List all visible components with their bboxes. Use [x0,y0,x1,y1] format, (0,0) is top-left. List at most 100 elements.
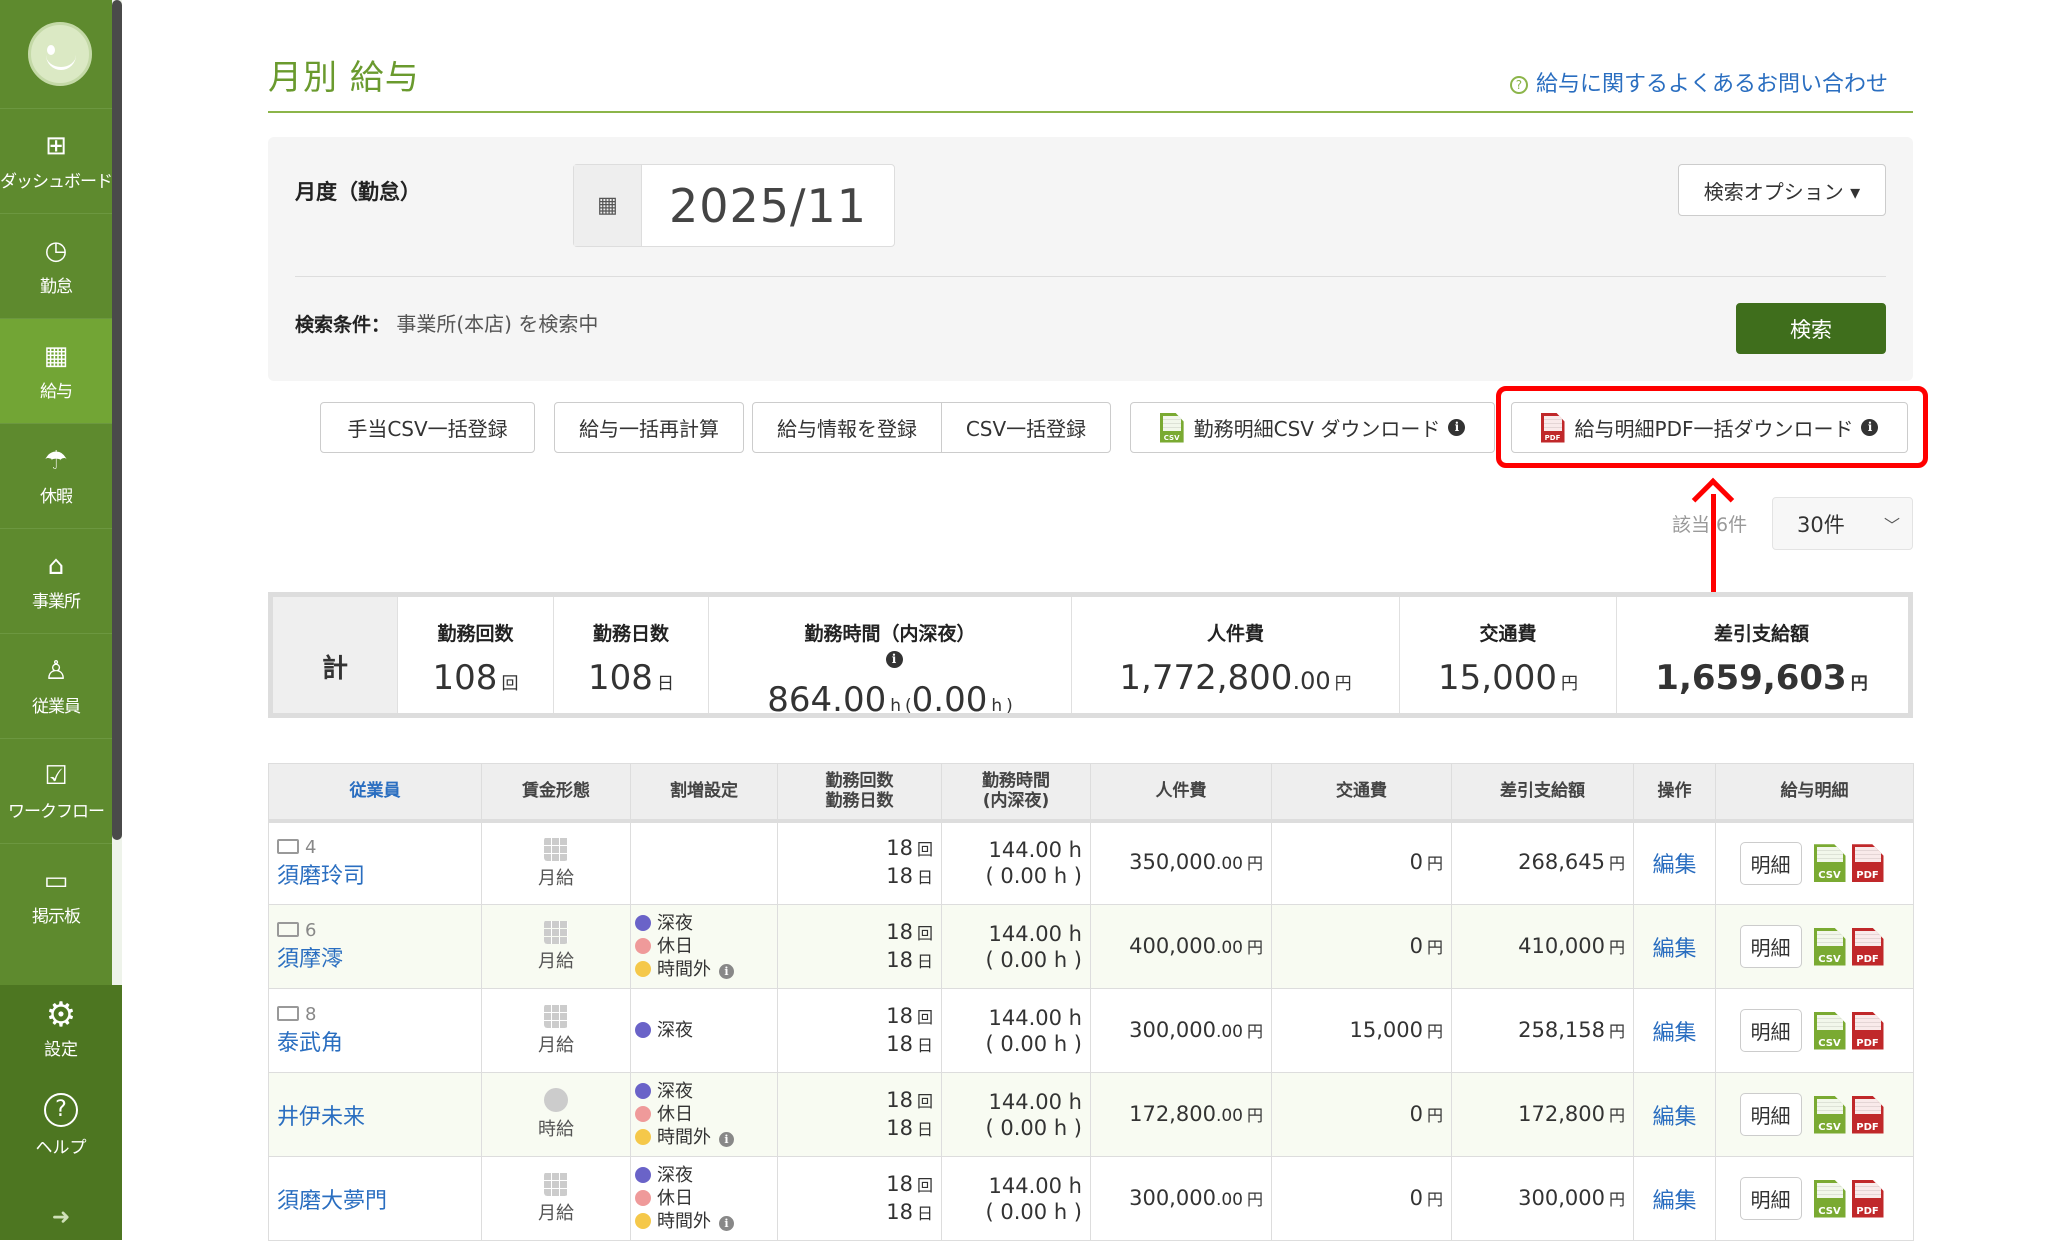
info-icon[interactable]: i [885,651,903,668]
payslip-button[interactable]: 明細 [1739,925,1802,968]
csv-download-icon[interactable]: CSV [1813,1011,1846,1050]
sidebar-item-5[interactable]: ♙ 従業員 [0,633,112,738]
employee-name-link[interactable]: 泰武角 [277,1031,344,1056]
sidebar-item-0[interactable]: ⊞ ダッシュボード [0,108,113,213]
premium-item: 深夜 [635,1019,777,1042]
info-icon[interactable]: i [719,1216,734,1231]
pdf-download-icon[interactable]: PDF [1851,1179,1884,1218]
hours: 144.00 h [988,1089,1082,1114]
csv-download-icon[interactable]: CSV [1813,927,1846,966]
per-page-select[interactable]: 30件 ﹀ [1772,497,1913,550]
payslip-button[interactable]: 明細 [1739,841,1802,885]
register-info-button[interactable]: 給与情報を登録 [752,402,942,453]
pdf-download-icon[interactable]: PDF [1851,1095,1884,1134]
edit-link[interactable]: 編集 [1652,1188,1697,1214]
gear-icon: ⚙ [45,995,77,1035]
transport-value: 0 [1409,1101,1423,1126]
column-header: 交通費 [1271,763,1452,823]
table-row: 6 須摩澪 月給 深夜 休日 時間外 i 18 回 18 日 144.00 h( 0.00 h ) 40… [268,904,1914,989]
faq-link[interactable]: ? 給与に関するよくあるお問い合わせ [1509,66,1888,98]
count-value: 18 [886,1003,913,1028]
sidebar-item-settings[interactable]: ⚙ 設定 [0,985,122,1060]
unit: 円 [1426,937,1443,957]
night-hours: ( 0.00 h ) [985,1199,1083,1224]
info-icon[interactable]: i [719,1132,734,1147]
csv-download-icon[interactable]: CSV [1813,844,1846,883]
employee-name-link[interactable]: 須摩澪 [277,947,344,972]
cost-value: 400,000 [1129,933,1216,958]
payslip-button[interactable]: 明細 [1739,1009,1802,1052]
premium-dot-icon [635,1167,651,1183]
calendar-grid-icon [544,1172,568,1196]
column-header[interactable]: 従業員 [268,763,482,823]
csv-download-icon[interactable]: CSV [1813,1179,1846,1218]
sidebar-item-3[interactable]: ☂ 休暇 [0,423,112,528]
month-input[interactable]: ▦ 2025/11 [573,164,895,247]
sidebar-item-6[interactable]: ☑ ワークフロー [0,738,112,843]
payslip-pdf-download-button[interactable]: PDF 給与明細PDF一括ダウンロード i [1511,402,1908,453]
sidebar-item-label: ワークフロー [8,802,105,822]
csv-bulk-button[interactable]: CSV一括登録 [941,402,1111,453]
premium-cell: 深夜 休日 時間外 i [630,1072,778,1157]
hours: 144.00 h [988,921,1082,946]
employee-name-link[interactable]: 井伊未来 [277,1104,366,1130]
payslip-button[interactable]: 明細 [1739,1093,1802,1136]
wage-type: 月給 [538,1203,574,1224]
sidebar-item-4[interactable]: ⌂ 事業所 [0,528,112,633]
sidebar-item-label: 勤怠 [40,277,73,297]
recalculate-button[interactable]: 給与一括再計算 [554,402,744,453]
attendance-csv-download-button[interactable]: CSV 勤務明細CSV ダウンロード i [1130,402,1495,453]
sidebar-item-2[interactable]: ▦ 給与 [0,318,112,423]
hours-cell: 144.00 h( 0.00 h ) [941,820,1091,905]
edit-link[interactable]: 編集 [1652,1104,1697,1130]
premium-item: 時間外 i [635,958,777,981]
info-icon[interactable]: i [719,964,734,979]
unit: 円 [1246,1021,1263,1041]
info-icon[interactable]: i [1448,419,1466,436]
edit-link[interactable]: 編集 [1652,1020,1697,1046]
search-options-button[interactable]: 検索オプション ▾ [1678,164,1886,216]
net-pay-cell: 268,645 円 [1451,820,1634,905]
column-header: 差引支給額 [1451,763,1634,823]
employee-id: 6 [277,920,481,941]
payslip-cell: 明細 CSV PDF [1715,820,1914,905]
net-pay-cell: 410,000 円 [1451,904,1634,989]
edit-link[interactable]: 編集 [1652,853,1697,879]
count-value: 18 [886,1087,913,1112]
info-icon[interactable]: i [1861,419,1879,436]
clock-icon [544,1088,568,1112]
sidebar-item-7[interactable]: ▭ 掲示板 [0,843,112,948]
sidebar-item-help[interactable]: ? ヘルプ [0,1093,122,1158]
summary-header: 人件費 [1206,623,1264,645]
premium-dot-icon [635,1106,651,1122]
payslip-button[interactable]: 明細 [1739,1177,1802,1220]
cost-value: 172,800 [1129,1101,1216,1126]
net-pay-cell: 300,000 円 [1451,1156,1634,1241]
person-icon: ♙ [44,656,68,686]
collapse-arrow-icon[interactable]: ➜ [51,1205,71,1230]
allowance-csv-button[interactable]: 手当CSV一括登録 [320,402,535,453]
logo[interactable] [28,22,92,86]
pdf-download-icon[interactable]: PDF [1851,1011,1884,1050]
sidebar-scrollbar[interactable] [112,0,122,840]
days: 18 日 [778,947,933,975]
calendar-grid-icon [544,836,568,861]
count-cell: 18 回 18 日 [777,1072,942,1157]
pdf-download-icon[interactable]: PDF [1851,844,1884,883]
pdf-download-icon[interactable]: PDF [1851,927,1884,966]
csv-download-icon[interactable]: CSV [1813,1095,1846,1134]
result-count: 該当 6件 [1672,514,1748,536]
month-value[interactable]: 2025/11 [668,178,868,233]
days-value: 18 [886,864,913,889]
edit-link[interactable]: 編集 [1652,936,1697,962]
calendar-icon[interactable]: ▦ [574,165,642,246]
table-row: 井伊未来 時給 深夜 休日 時間外 i 18 回 18 日 144.00 h( 0.00 h ) 17… [268,1072,1914,1157]
search-button[interactable]: 検索 [1736,303,1886,354]
premium-cell: 深夜 休日 時間外 i [630,904,778,989]
employee-name-link[interactable]: 須磨玲司 [277,863,366,889]
count-value: 18 [886,1171,913,1196]
sidebar-item-1[interactable]: ◷ 勤怠 [0,213,112,318]
employee-name-link[interactable]: 須磨大夢門 [277,1188,388,1214]
summary-2: 勤務時間（内深夜） i 864.00 h (0.00 h) [708,597,1071,720]
